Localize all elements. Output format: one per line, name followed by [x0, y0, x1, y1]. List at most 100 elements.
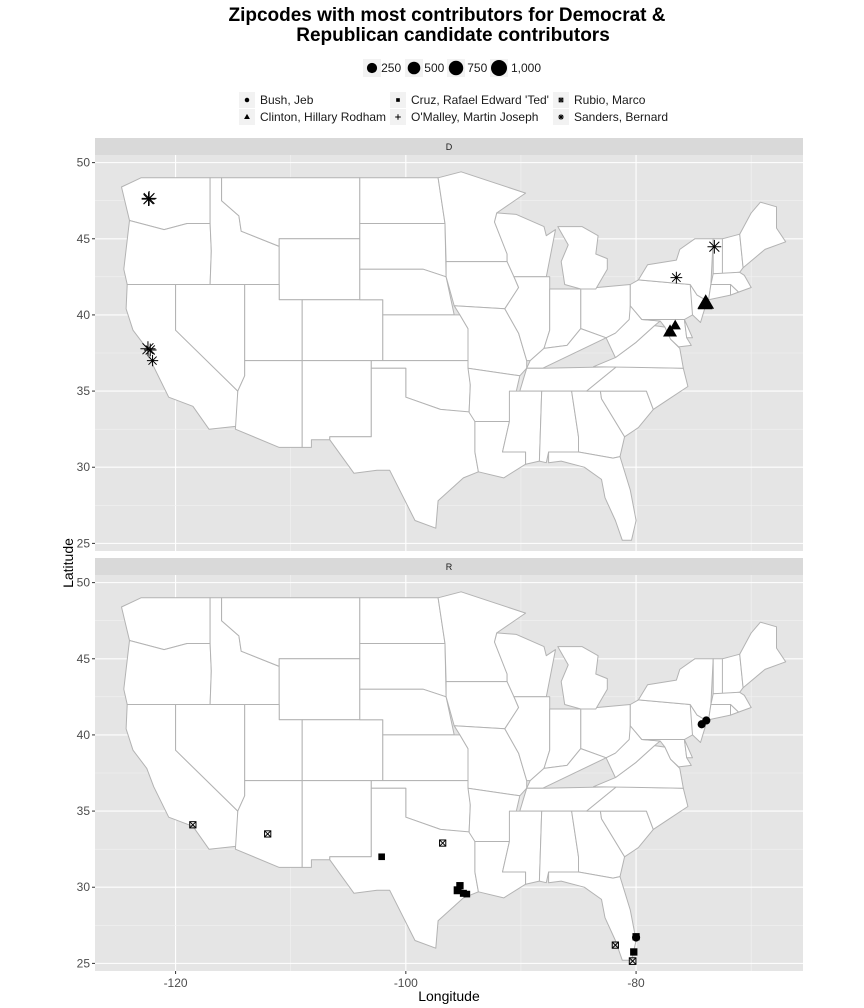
- shape-legend-label: Sanders, Bernard: [574, 110, 668, 124]
- data-points: [189, 716, 711, 965]
- state-outline: [301, 719, 384, 782]
- state-outline: [445, 681, 520, 730]
- shape-legend-item-o-malley-martin-joseph: O'Malley, Martin Joseph: [390, 109, 538, 125]
- state-outline: [683, 739, 693, 759]
- shape-legend-item-clinton-hillary-rodham: Clinton, Hillary Rodham: [239, 109, 386, 125]
- shape-legend-label: O'Malley, Martin Joseph: [411, 110, 538, 124]
- y-tick-label: 25: [77, 956, 91, 970]
- size-legend-item: 1,000: [490, 59, 541, 77]
- y-tick-label: 30: [77, 460, 91, 474]
- state-outline: [739, 201, 787, 269]
- size-legend: 250 500 750 1,000: [363, 59, 541, 77]
- y-tick-label: 45: [77, 232, 91, 246]
- data-points: [140, 191, 722, 367]
- state-outline: [359, 177, 446, 224]
- data-point-rubio-marco: [632, 933, 640, 941]
- data-point-cruz-rafael-edward-ted: [378, 853, 385, 861]
- state-outline: [730, 704, 739, 716]
- data-point-sanders-bernard: [143, 343, 157, 357]
- data-point-sanders-bernard: [707, 239, 722, 254]
- state-outline: [278, 658, 361, 721]
- chart-title-line-2: Republican candidate contributors: [296, 25, 610, 46]
- state-outline: [721, 653, 744, 695]
- state-outline: [629, 279, 698, 320]
- size-legend-label: 250: [381, 61, 401, 75]
- size-legend-label: 750: [467, 61, 487, 75]
- state-outline: [548, 451, 637, 541]
- shape-legend-item-bush-jeb: Bush, Jeb: [239, 92, 314, 108]
- data-point-sanders-bernard: [670, 271, 683, 284]
- facet-strip: [95, 558, 803, 575]
- state-outline: [382, 314, 469, 362]
- size-legend-symbol: [407, 61, 421, 75]
- state-outline: [721, 233, 744, 275]
- x-tick-label: -120: [164, 976, 188, 990]
- state-outline: [637, 238, 714, 301]
- state-map: [121, 591, 787, 961]
- y-axis: 25 30 35 40 45 50: [77, 576, 95, 970]
- data-point-cruz-rafael-edward-ted: [453, 886, 462, 895]
- shape-legend-label: Cruz, Rafael Edward 'Ted': [411, 93, 549, 107]
- data-point-rubio-marco: [611, 941, 619, 949]
- data-point-clinton-hillary-rodham: [669, 319, 681, 330]
- state-outline: [382, 734, 469, 782]
- data-point-cruz-rafael-edward-ted: [459, 889, 467, 897]
- y-tick-label: 30: [77, 880, 91, 894]
- data-point-bush-jeb: [702, 716, 711, 725]
- state-outline: [526, 328, 607, 369]
- facet-strip-label: R: [446, 562, 453, 572]
- state-outline: [329, 367, 479, 529]
- chart-title-line-1: Zipcodes with most contributors for Demo…: [228, 5, 665, 26]
- data-point-rubio-marco: [189, 821, 197, 829]
- state-outline: [557, 226, 608, 290]
- shape-legend: Bush, Jeb Clinton, Hillary Rodham Cruz, Ra…: [239, 92, 668, 125]
- shape-legend-item-rubio-marco: Rubio, Marco: [553, 92, 646, 108]
- x-tick-label: -80: [627, 976, 645, 990]
- y-tick-label: 40: [77, 308, 91, 322]
- y-tick-label: 35: [77, 804, 91, 818]
- data-point-clinton-hillary-rodham: [697, 296, 713, 310]
- data-point-rubio-marco: [264, 830, 272, 838]
- shape-legend-symbol: [244, 97, 250, 103]
- state-outline: [301, 360, 372, 448]
- y-axis-title: Latitude: [60, 538, 76, 588]
- size-legend-item: 500: [405, 59, 445, 77]
- data-point-rubio-marco: [628, 957, 637, 965]
- y-tick-label: 40: [77, 728, 91, 742]
- facet-strip: [95, 138, 803, 155]
- data-point-cruz-rafael-edward-ted: [456, 882, 464, 890]
- shape-legend-item-sanders-bernard: Sanders, Bernard: [553, 109, 668, 125]
- size-legend-item: 250: [363, 59, 401, 77]
- size-legend-symbol: [448, 60, 464, 76]
- size-legend-symbol: [491, 60, 507, 76]
- size-legend-item: 750: [447, 59, 488, 77]
- size-legend-label: 1,000: [511, 61, 541, 75]
- state-outline: [445, 261, 520, 310]
- shape-legend-item-cruz-rafael-edward-ted: Cruz, Rafael Edward 'Ted': [390, 92, 549, 108]
- y-tick-label: 35: [77, 384, 91, 398]
- y-tick-label: 50: [77, 576, 91, 590]
- state-map: [121, 171, 787, 541]
- state-outline: [359, 597, 446, 644]
- shape-legend-symbol: [395, 114, 401, 120]
- state-outline: [278, 238, 361, 301]
- shape-legend-symbol: [396, 98, 400, 102]
- data-point-rubio-marco: [439, 839, 447, 847]
- x-axis-title: Longitude: [418, 988, 480, 1004]
- state-outline: [526, 748, 607, 789]
- state-outline: [629, 699, 698, 740]
- shape-legend-label: Rubio, Marco: [574, 93, 646, 107]
- data-point-sanders-bernard: [146, 354, 159, 367]
- shape-legend-symbol: [558, 114, 564, 120]
- shape-legend-label: Clinton, Hillary Rodham: [260, 110, 386, 124]
- data-point-cruz-rafael-edward-ted: [463, 890, 471, 898]
- facet-panel-r: R 25 30 35 40 45 50: [77, 558, 803, 971]
- shape-legend-symbol: [558, 97, 564, 103]
- y-tick-label: 25: [77, 536, 91, 550]
- state-outline: [730, 284, 739, 296]
- state-outline: [301, 780, 372, 868]
- shape-legend-symbol: [244, 113, 250, 120]
- x-tick-label: -100: [394, 976, 418, 990]
- size-legend-symbol: [366, 62, 378, 74]
- data-point-clinton-hillary-rodham: [663, 324, 678, 337]
